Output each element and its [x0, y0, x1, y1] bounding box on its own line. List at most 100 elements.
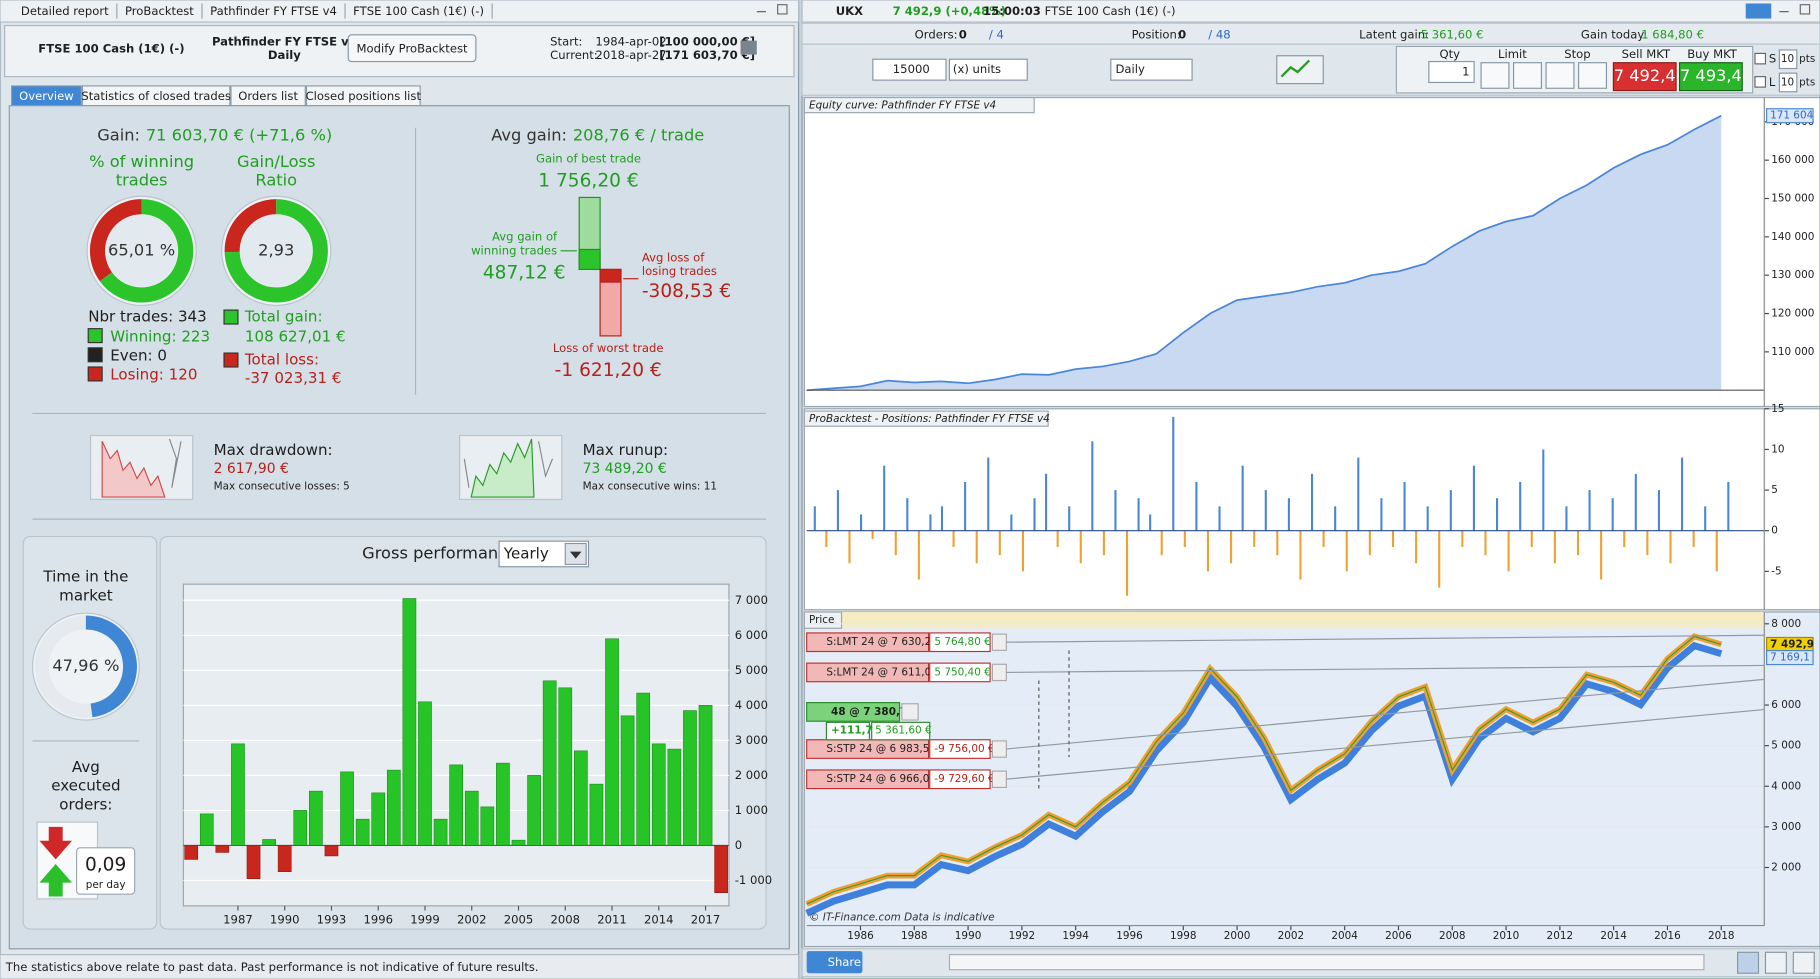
label[interactable]: 48 @ 7 380,7: [831, 706, 907, 718]
select-label[interactable]: Yearly: [503, 544, 549, 562]
position-bar: [1646, 530, 1649, 556]
label: 15:00:03: [983, 4, 1041, 18]
pts-input[interactable]: [1778, 72, 1798, 93]
position-bar: [848, 530, 851, 564]
y-tick-label: 4 000: [1771, 780, 1801, 792]
pts-input[interactable]: [1778, 49, 1798, 70]
label[interactable]: (x) units: [953, 62, 1001, 76]
label: Max consecutive losses: 5: [214, 481, 350, 493]
position-bar: [1576, 530, 1580, 556]
title-tab[interactable]: FTSE 100 Cash (1€) (-): [353, 4, 484, 18]
x-tick-label: 2010: [1493, 930, 1520, 942]
bar: [496, 762, 510, 846]
position-bar: [1091, 441, 1094, 531]
order-tag[interactable]: [806, 769, 930, 790]
tab-label[interactable]: Statistics of closed trades: [81, 89, 231, 103]
sparkline-rest: [168, 438, 182, 488]
modify-button[interactable]: [347, 34, 477, 63]
bar: [215, 845, 230, 853]
label: 47,96 %: [52, 656, 119, 675]
timeframe-select[interactable]: [1110, 58, 1193, 81]
label: executed: [51, 777, 120, 795]
y-tick-label: 110 000: [1771, 346, 1814, 358]
label[interactable]: 7 493,4: [1680, 66, 1742, 85]
current-value-box: [1766, 108, 1814, 124]
buy-button[interactable]: [1678, 62, 1743, 92]
label: Gain/Loss: [237, 152, 315, 171]
zoom-button[interactable]: [1737, 951, 1760, 974]
order-type-button[interactable]: [1577, 62, 1608, 89]
label: Loss of worst trade: [553, 341, 664, 355]
qty-input[interactable]: [1428, 60, 1475, 84]
order-type-button[interactable]: [1512, 62, 1543, 89]
y-tick-label: 0: [735, 838, 742, 852]
keyboard-icon[interactable]: [1745, 3, 1772, 19]
label[interactable]: Daily: [1115, 62, 1144, 76]
title-tab[interactable]: Pathfinder FY FTSE v4: [210, 4, 337, 18]
y-tick-label: 6 000: [1771, 699, 1801, 711]
x-tick-label: 2002: [1278, 930, 1305, 942]
label: 7 492,9: [1770, 638, 1814, 650]
position-tag[interactable]: [806, 702, 901, 722]
label: market: [59, 586, 113, 604]
label[interactable]: 10: [1781, 76, 1794, 88]
label: trades: [116, 171, 168, 190]
scrollbar[interactable]: [948, 954, 1705, 971]
quantity-input[interactable]: [872, 58, 947, 81]
order-gain: [929, 662, 991, 683]
position-bar: [1253, 530, 1256, 547]
order-tag[interactable]: [806, 632, 930, 653]
label[interactable]: 1: [1462, 65, 1469, 79]
y-tick-label: 130 000: [1771, 269, 1814, 281]
zoom-button[interactable]: [1764, 951, 1787, 974]
cancel-button[interactable]: [991, 633, 1007, 651]
cancel-button[interactable]: [991, 663, 1007, 682]
label: -9 729,60 €: [934, 773, 994, 785]
x-tick-label: 1994: [1062, 930, 1089, 942]
orders-value-box: [76, 847, 136, 895]
share-button[interactable]: [806, 951, 863, 974]
label: 2,93: [258, 240, 294, 259]
order-type-button[interactable]: [1545, 62, 1575, 89]
label: 71 603,70 € (+71,6 %): [146, 125, 332, 144]
label: Winning: 223: [110, 327, 210, 345]
order-label[interactable]: S:STP 24 @ 6 983,5: [826, 743, 929, 755]
close-button[interactable]: [901, 703, 919, 721]
label: Current:: [550, 48, 598, 62]
tab-label[interactable]: Orders list: [238, 89, 298, 103]
cancel-button[interactable]: [991, 740, 1007, 758]
button-label[interactable]: Modify ProBacktest: [357, 41, 468, 55]
bar: [231, 743, 245, 846]
tab-label[interactable]: Overview: [19, 89, 74, 103]
order-label[interactable]: S:STP 24 @ 6 966,0: [826, 773, 929, 785]
position-bar: [894, 530, 897, 556]
label: / 48: [1208, 27, 1230, 41]
order-label[interactable]: S:LMT 24 @ 7 630,2: [826, 636, 931, 648]
titlebar: [801, 0, 1820, 23]
label[interactable]: Share: [828, 955, 862, 969]
bar: [589, 783, 604, 846]
order-type-button[interactable]: [1480, 62, 1510, 89]
label[interactable]: 7 492,4: [1614, 66, 1676, 85]
bar: [324, 845, 339, 857]
label: [171 603,70 €]: [659, 48, 755, 62]
title-tab[interactable]: ProBacktest: [125, 4, 194, 18]
bar: [714, 845, 728, 893]
tab-label[interactable]: Closed positions list: [306, 89, 422, 103]
sell-button[interactable]: [1612, 62, 1677, 92]
position-bar: [1623, 530, 1626, 547]
label: 1 684,80 €: [1641, 27, 1704, 41]
zoom-button[interactable]: [1792, 951, 1815, 974]
checkbox[interactable]: [1754, 76, 1767, 88]
title-tab[interactable]: Detailed report: [21, 4, 109, 18]
order-tag[interactable]: [806, 662, 930, 683]
print-icon[interactable]: [740, 40, 757, 55]
label[interactable]: 15000: [893, 62, 930, 76]
y-tick-label: 8 000: [1771, 618, 1801, 630]
label[interactable]: 10: [1781, 53, 1794, 65]
units-select[interactable]: [948, 58, 1028, 81]
checkbox[interactable]: [1754, 52, 1767, 65]
order-label[interactable]: S:LMT 24 @ 7 611,0: [826, 666, 931, 678]
cancel-button[interactable]: [991, 770, 1007, 788]
